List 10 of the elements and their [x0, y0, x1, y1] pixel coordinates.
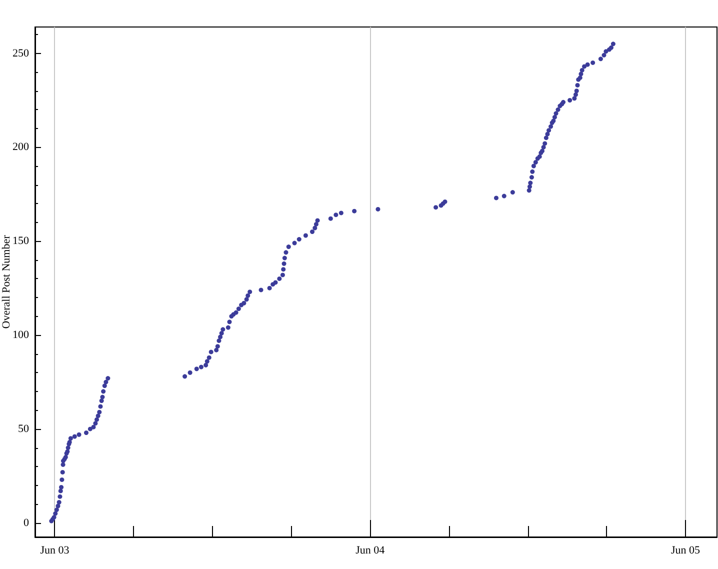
x-tick-label: Jun 04: [356, 544, 386, 556]
x-tick-label: Jun 05: [670, 544, 700, 556]
y-tick-label: 200: [12, 141, 30, 154]
x-tick-label: Jun 03: [40, 544, 70, 556]
y-tick-label: 150: [12, 235, 30, 248]
y-tick-label: 100: [12, 329, 30, 342]
y-axis-title: Overall Post Number: [0, 234, 12, 329]
y-tick-label: 250: [12, 47, 30, 60]
y-tick-label: 0: [24, 516, 30, 529]
y-tick-label: 50: [18, 422, 30, 435]
